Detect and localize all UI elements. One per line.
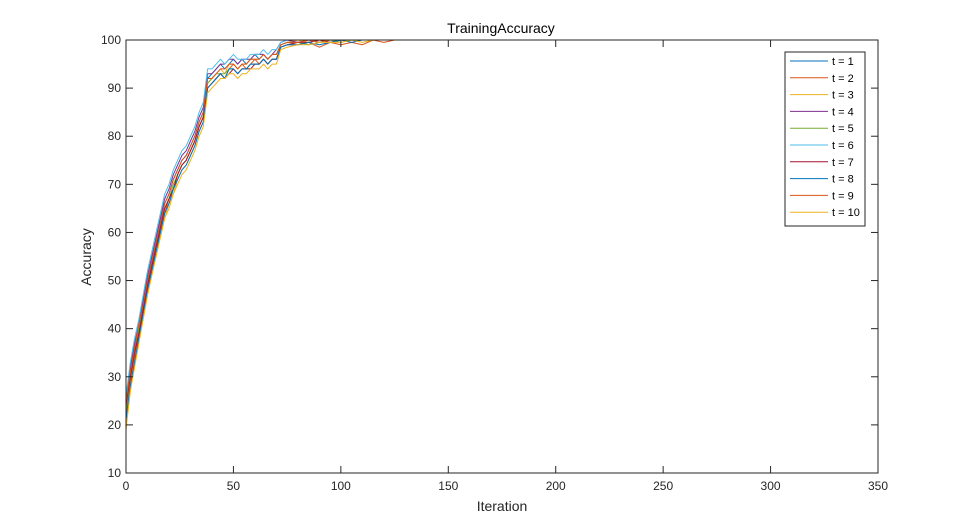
y-axis-label: Accuracy [78,228,94,286]
series-line-1 [125,39,878,406]
y-tick-label-5: 60 [108,225,122,239]
plot-area-frame [125,39,879,474]
y-tick-label-0: 10 [108,466,122,480]
x-tick-label-7: 350 [868,479,888,493]
legend: t = 1 t = 2 t = 3 t = 4 t = 5 t = 6 t = 7 t = 8… [784,51,866,227]
legend-label-1: t = 1 [832,56,854,68]
legend-label-3: t = 3 [832,90,854,102]
series-line-10 [125,39,878,430]
x-tick-label-6: 300 [761,479,781,493]
y-tick-label-7: 80 [108,129,122,143]
series-line-2 [125,39,878,416]
y-tick-label-6: 70 [108,177,122,191]
series-line-6 [125,39,878,397]
legend-label-7: t = 7 [832,157,854,169]
x-tick-label-3: 150 [438,479,458,493]
x-axis-label: Iteration [477,498,528,514]
chart-title: TrainingAccuracy [447,20,555,36]
y-tick-label-2: 30 [108,370,122,384]
series-line-7 [125,39,878,406]
x-tick-label-1: 50 [227,479,241,493]
series-line-9 [125,39,878,401]
legend-label-5: t = 5 [832,123,854,135]
y-tick-label-4: 50 [108,274,122,288]
x-tick-label-5: 250 [653,479,673,493]
legend-label-9: t = 9 [832,190,854,202]
y-tick-label-3: 40 [108,322,122,336]
legend-box [784,51,866,227]
series-line-5 [125,39,878,411]
y-axis: 10 20 30 40 50 60 70 80 90 100 [101,33,878,480]
y-tick-label-8: 90 [108,81,122,95]
legend-label-8: t = 8 [832,174,854,186]
legend-label-10: t = 10 [832,207,860,219]
series-line-4 [125,39,878,401]
series-line-8 [125,39,878,421]
series-layer [125,39,878,430]
legend-label-2: t = 2 [832,73,854,85]
y-tick-label-9: 100 [101,33,121,47]
legend-label-6: t = 6 [832,140,854,152]
x-tick-label-2: 100 [331,479,351,493]
y-tick-label-1: 20 [108,418,122,432]
legend-label-4: t = 4 [832,106,854,118]
x-tick-label-0: 0 [123,479,130,493]
x-tick-label-4: 200 [546,479,566,493]
x-axis: 0 50 100 150 200 250 300 350 [123,40,888,493]
series-line-3 [125,39,878,425]
